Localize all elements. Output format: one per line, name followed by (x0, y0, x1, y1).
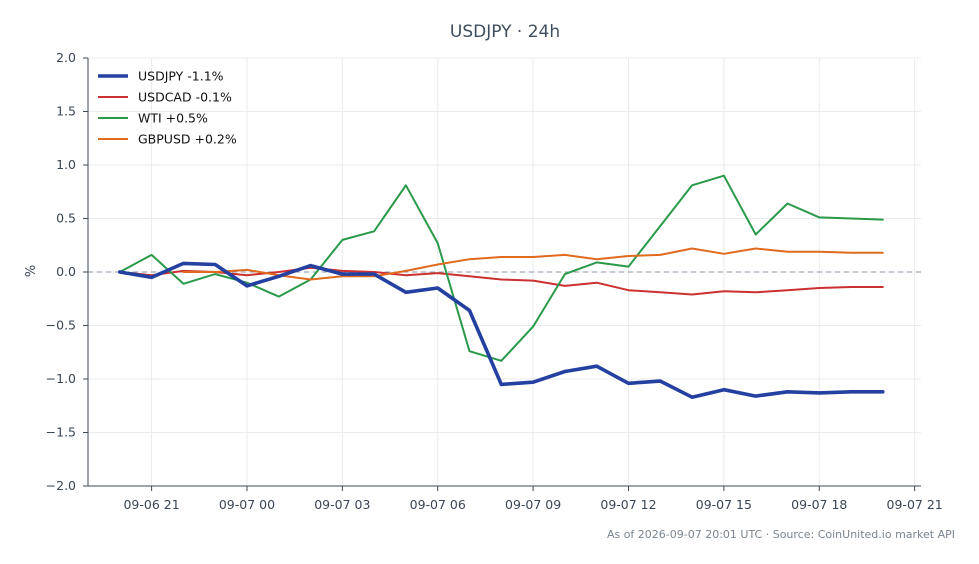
y-tick-label: −0.5 (46, 318, 76, 333)
legend-label-gbpusd: GBPUSD +0.2% (138, 132, 237, 147)
axes (83, 57, 921, 491)
y-tick-label: −1.5 (46, 425, 76, 440)
legend-label-wti: WTI +0.5% (138, 111, 208, 126)
legend: USDJPY -1.1% USDCAD -0.1% WTI +0.5% GBPUSD … (98, 69, 237, 147)
x-tick-label: 09-07 06 (410, 497, 466, 512)
x-tick-label: 09-07 00 (219, 497, 275, 512)
x-tick-label: 09-06 21 (123, 497, 179, 512)
x-tick-label: 09-07 12 (600, 497, 656, 512)
series-line-gbpusd (182, 247, 884, 281)
tick-labels: 2.0 1.5 1.0 0.5 0.0 −0.5 −1.0 −1.5 −2.0 09-06 21 0… (46, 50, 943, 512)
series-lines (118, 174, 885, 400)
x-tick-label: 09-07 21 (887, 497, 943, 512)
series-line-wti (118, 174, 884, 362)
x-tick-label: 09-07 09 (505, 497, 561, 512)
series-line-usdcad (118, 266, 884, 296)
y-tick-label: 1.5 (56, 104, 76, 119)
chart-title: USDJPY · 24h (450, 22, 560, 42)
footer-source: As of 2026-09-07 20:01 UTC · Source: Coi… (607, 528, 955, 541)
y-tick-label: 0.5 (56, 211, 76, 226)
legend-label-usdcad: USDCAD -0.1% (138, 90, 232, 105)
legend-label-usdjpy: USDJPY -1.1% (138, 69, 224, 84)
y-tick-label: 0.0 (56, 264, 76, 279)
y-tick-label: −1.0 (46, 371, 76, 386)
x-tick-label: 09-07 15 (696, 497, 752, 512)
series-line-usdjpy (118, 261, 885, 400)
x-tick-label: 09-07 18 (791, 497, 847, 512)
y-tick-label: 1.0 (56, 157, 76, 172)
y-tick-label: −2.0 (46, 478, 76, 493)
y-axis-label: % (24, 265, 39, 277)
x-tick-label: 09-07 03 (314, 497, 370, 512)
y-tick-label: 2.0 (56, 50, 76, 65)
